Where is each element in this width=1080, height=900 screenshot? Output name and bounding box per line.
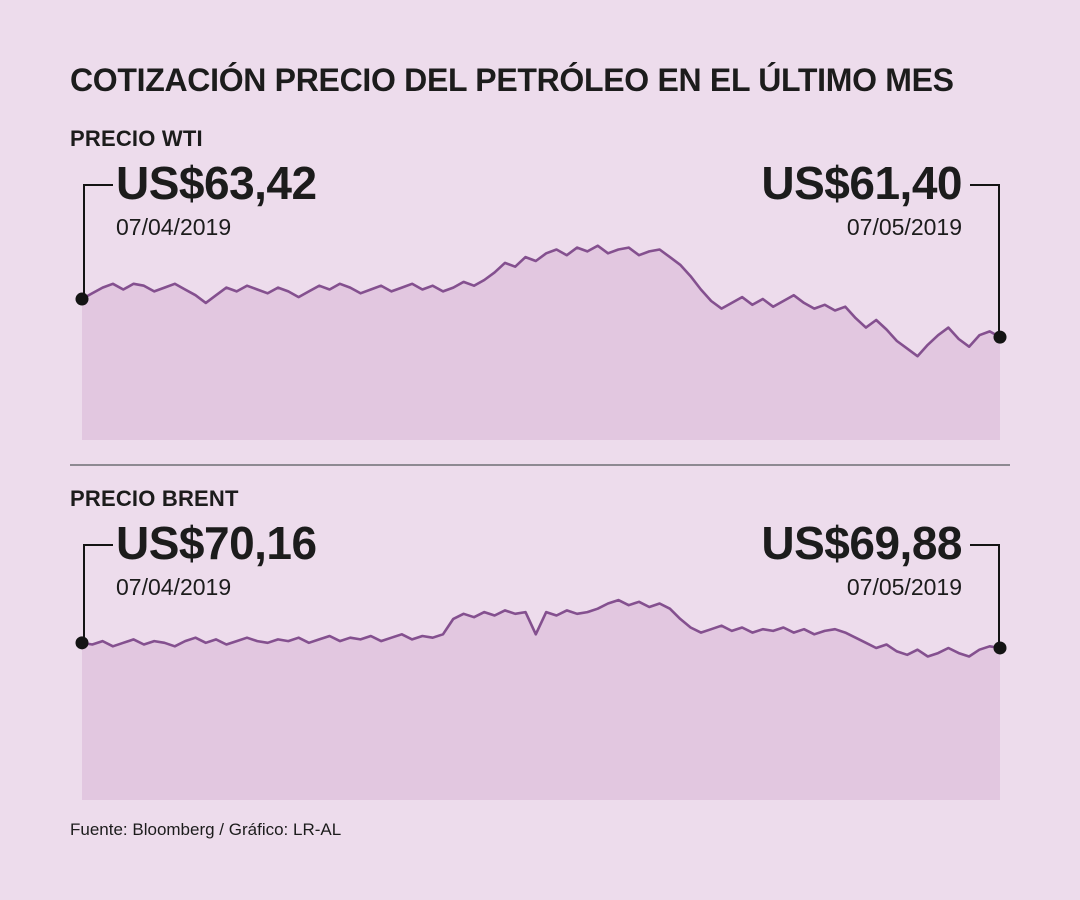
brent-right-callout-vertical — [998, 544, 1000, 649]
wti-left-callout-horizontal — [83, 184, 113, 186]
wti-start-price: US$63,42 — [116, 157, 317, 209]
wti-right-callout-vertical — [998, 184, 1000, 339]
brent-end-price-block: US$69,88 07/05/2019 — [761, 520, 962, 601]
wti-start-date: 07/04/2019 — [116, 214, 232, 240]
brent-end-price: US$69,88 — [761, 517, 962, 569]
brent-area-chart — [75, 598, 1007, 800]
brent-section-title: PRECIO BRENT — [70, 486, 239, 511]
source-credit: Fuente: Bloomberg / Gráfico: LR-AL — [70, 820, 342, 839]
page-title: COTIZACIÓN PRECIO DEL PETRÓLEO EN EL ÚLT… — [70, 62, 954, 98]
brent-left-callout-vertical — [83, 544, 85, 645]
wti-area-chart — [75, 244, 1007, 440]
wti-end-price: US$61,40 — [761, 157, 962, 209]
wti-end-price-block: US$61,40 07/05/2019 — [761, 160, 962, 241]
section-divider — [70, 464, 1010, 466]
brent-right-callout-horizontal — [970, 544, 1000, 546]
brent-end-date: 07/05/2019 — [846, 574, 962, 600]
brent-start-date: 07/04/2019 — [116, 574, 232, 600]
brent-start-price: US$70,16 — [116, 517, 317, 569]
brent-left-callout-horizontal — [83, 544, 113, 546]
brent-start-price-block: US$70,16 07/04/2019 — [116, 520, 317, 601]
wti-start-price-block: US$63,42 07/04/2019 — [116, 160, 317, 241]
wti-left-callout-vertical — [83, 184, 85, 300]
wti-right-callout-horizontal — [970, 184, 1000, 186]
wti-end-date: 07/05/2019 — [846, 214, 962, 240]
wti-section-title: PRECIO WTI — [70, 126, 203, 151]
